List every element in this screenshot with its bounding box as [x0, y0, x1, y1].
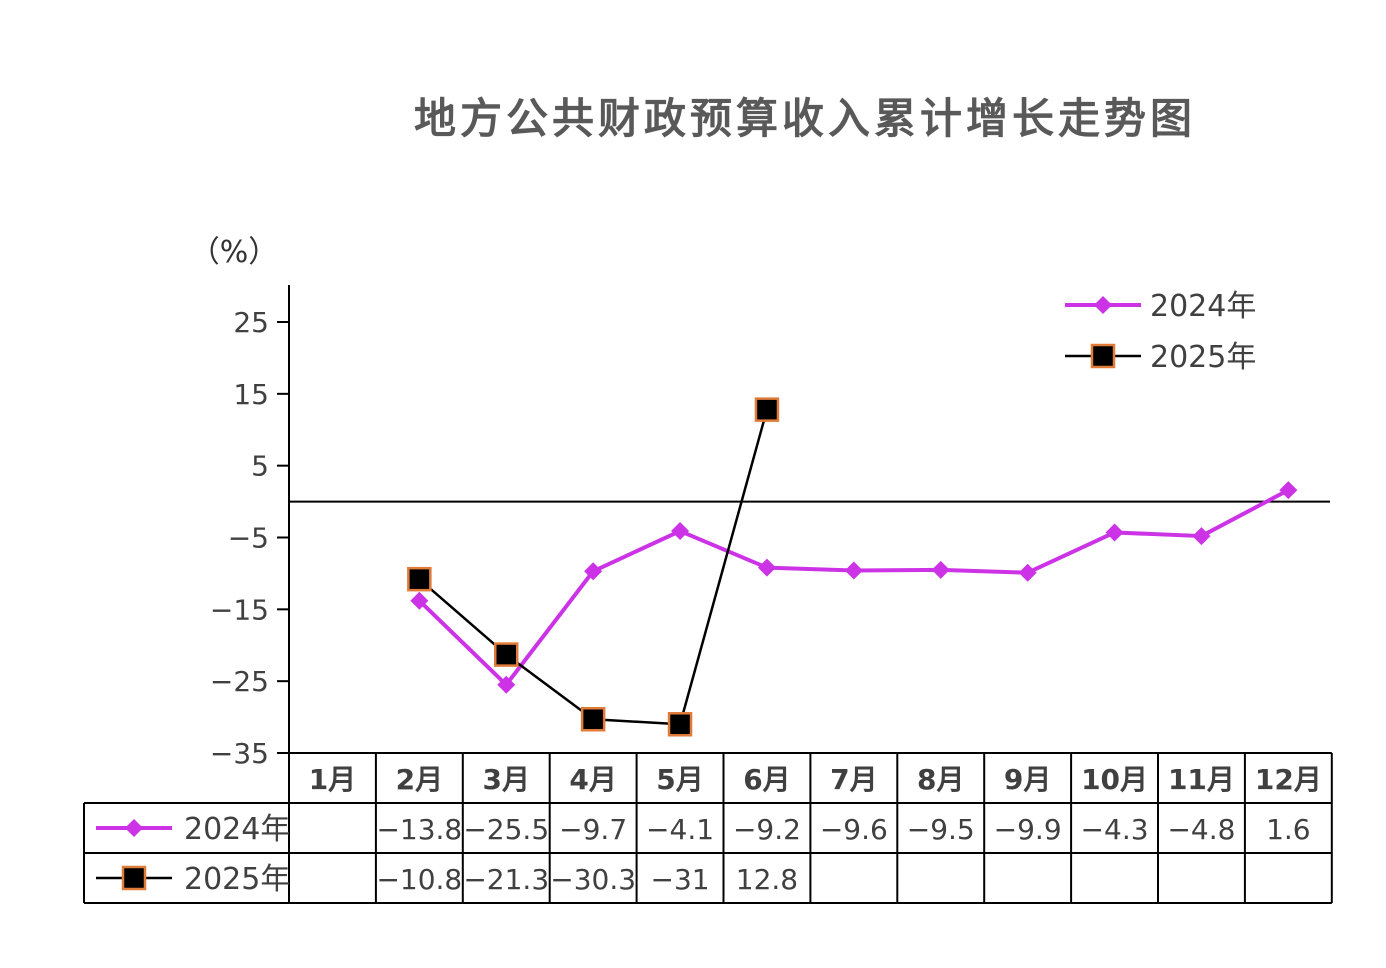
category-label: 10月 [1081, 763, 1148, 796]
legend: 2024年 2025年 [1065, 289, 1256, 375]
data-point-marker [497, 675, 516, 694]
data-label: −9.2 [733, 813, 801, 846]
category-label: 5月 [656, 763, 703, 796]
data-label: −9.5 [907, 813, 975, 846]
category-label: 11月 [1168, 763, 1235, 796]
y-tick-label: 15 [233, 378, 269, 411]
y-tick-label: 5 [251, 450, 269, 483]
chart-title: 地方公共财政预算收入累计增长走势图 [414, 94, 1196, 143]
category-label: 6月 [743, 763, 790, 796]
legend-entry: 2024年 [1150, 289, 1256, 324]
category-label: 12月 [1255, 763, 1322, 796]
data-point-marker [125, 819, 143, 837]
data-point-marker [1279, 481, 1298, 500]
data-point-marker [667, 712, 693, 737]
data-label: −9.9 [994, 813, 1062, 846]
data-point-marker [671, 522, 690, 541]
data-label: −30.3 [550, 863, 636, 896]
y-tick-label: −35 [210, 737, 269, 770]
data-point-marker [844, 561, 863, 580]
data-label: −25.5 [463, 813, 549, 846]
row-label: 2025年 [184, 862, 290, 897]
data-label: −9.7 [559, 813, 627, 846]
y-tick-label: −5 [228, 522, 269, 555]
data-label: −4.1 [646, 813, 714, 846]
series-1 [407, 397, 780, 737]
y-tick-label: −15 [210, 593, 269, 626]
data-point-marker [1094, 296, 1112, 314]
y-axis-unit-label: （%） [190, 235, 279, 270]
data-label: 1.6 [1266, 813, 1311, 846]
data-point-marker [1105, 523, 1124, 542]
data-label: −21.3 [463, 863, 549, 896]
y-tick-label: −25 [210, 665, 269, 698]
data-point-marker [494, 642, 519, 667]
data-label: −4.8 [1167, 813, 1235, 846]
legend-entry: 2025年 [1150, 340, 1256, 375]
category-label: 1月 [309, 763, 356, 796]
data-table: 1月 2月 3月 4月 5月 6月 7月 8月 9月 10月 11月 12月 2024年 −13.8 −25… [83, 752, 1333, 904]
data-point-marker [1018, 563, 1037, 582]
data-point-marker [1192, 527, 1211, 546]
row-label: 2024年 [184, 812, 290, 847]
series-0 [410, 481, 1298, 694]
data-point-marker [931, 560, 950, 579]
y-tick-label: 25 [233, 306, 269, 339]
data-point-marker [410, 591, 429, 610]
data-point-marker [754, 397, 780, 422]
data-point-marker [1090, 343, 1116, 369]
category-label: 3月 [483, 763, 530, 796]
data-point-marker [584, 562, 603, 581]
data-label: 12.8 [736, 863, 798, 896]
data-point-marker [580, 706, 606, 732]
data-label: −9.6 [820, 813, 888, 846]
data-label: −4.3 [1081, 813, 1149, 846]
category-label: 8月 [917, 763, 964, 796]
data-label: −13.8 [376, 813, 462, 846]
plot-area: 25 15 5 −5 −15 −25 −35 [210, 285, 1330, 770]
data-point-marker [407, 566, 432, 592]
category-label: 7月 [830, 763, 877, 796]
data-label: −10.8 [376, 863, 462, 896]
category-label: 4月 [569, 763, 616, 796]
data-point-marker [757, 558, 776, 577]
category-label: 2月 [396, 763, 443, 796]
data-point-marker [121, 865, 147, 891]
series-line [417, 488, 1290, 687]
data-label: −31 [651, 863, 710, 896]
category-label: 9月 [1004, 763, 1051, 796]
